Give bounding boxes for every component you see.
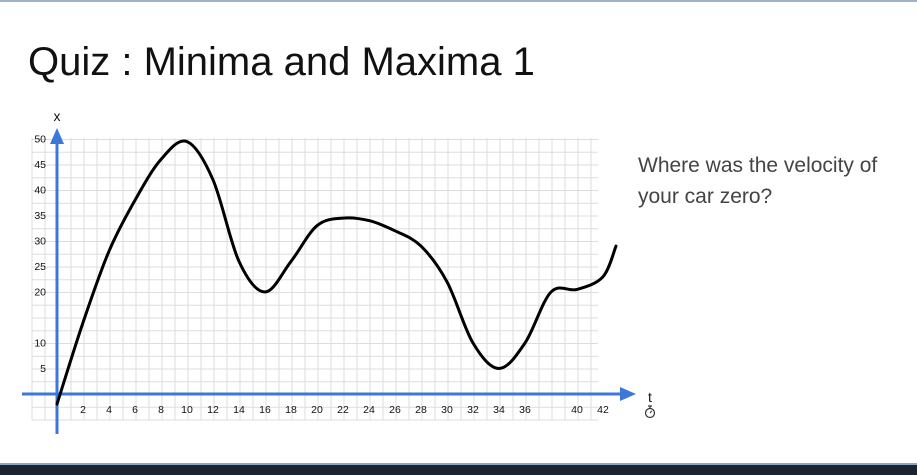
t-tick-label: 8: [158, 404, 164, 416]
x-tick-label: 45: [34, 159, 46, 171]
t-tick-label: 34: [493, 404, 505, 416]
slide-title: Quiz : Minima and Maxima 1: [28, 40, 535, 84]
chart-axes: [22, 128, 636, 434]
x-tick-label: 30: [34, 236, 46, 248]
position-curve: [55, 139, 618, 406]
x-tick-label: 50: [34, 134, 46, 146]
t-tick-label: 4: [106, 404, 112, 416]
t-tick-label: 30: [441, 404, 453, 416]
x-tick-label: 20: [34, 287, 46, 299]
t-tick-label: 6: [132, 404, 138, 416]
t-tick-label: 18: [285, 404, 297, 416]
x-tick-label: 35: [34, 210, 46, 222]
t-tick-label: 10: [181, 404, 193, 416]
t-tick-label: 36: [519, 404, 531, 416]
t-tick-label: 26: [389, 404, 401, 416]
t-tick-label: 16: [259, 404, 271, 416]
stopwatch-icon: [644, 405, 656, 419]
x-tick-labels: 5 10 20 25 30 35 40 45 50: [34, 134, 46, 376]
t-tick-label: 14: [233, 404, 245, 416]
top-border: [0, 0, 917, 2]
t-tick-label: 24: [363, 404, 375, 416]
x-tick-label: 40: [34, 185, 46, 197]
t-tick-label: 22: [337, 404, 349, 416]
x-tick-label: 25: [34, 261, 46, 273]
t-axis-label: t: [648, 389, 652, 405]
t-tick-label: 32: [467, 404, 479, 416]
x-tick-label: 10: [34, 338, 46, 350]
chart-grid: [31, 138, 598, 421]
t-tick-label: 20: [311, 404, 323, 416]
x-tick-label: 5: [40, 363, 46, 375]
t-axis-arrow: [620, 387, 636, 401]
t-tick-label: 2: [80, 404, 86, 416]
t-tick-label: 12: [207, 404, 219, 416]
t-tick-label: 28: [415, 404, 427, 416]
t-tick-label: 42: [597, 404, 609, 416]
t-tick-label: 40: [571, 404, 583, 416]
x-axis-arrow: [50, 128, 64, 144]
t-tick-labels: 2 4 6 8 10 12 14 16 18 20 22 24 26 28 30 32 34 36 40 42: [80, 404, 609, 416]
quiz-question: Where was the velocity of your car zero?: [638, 154, 878, 208]
bottom-bar: [0, 463, 917, 475]
x-axis-label: x: [54, 108, 61, 124]
